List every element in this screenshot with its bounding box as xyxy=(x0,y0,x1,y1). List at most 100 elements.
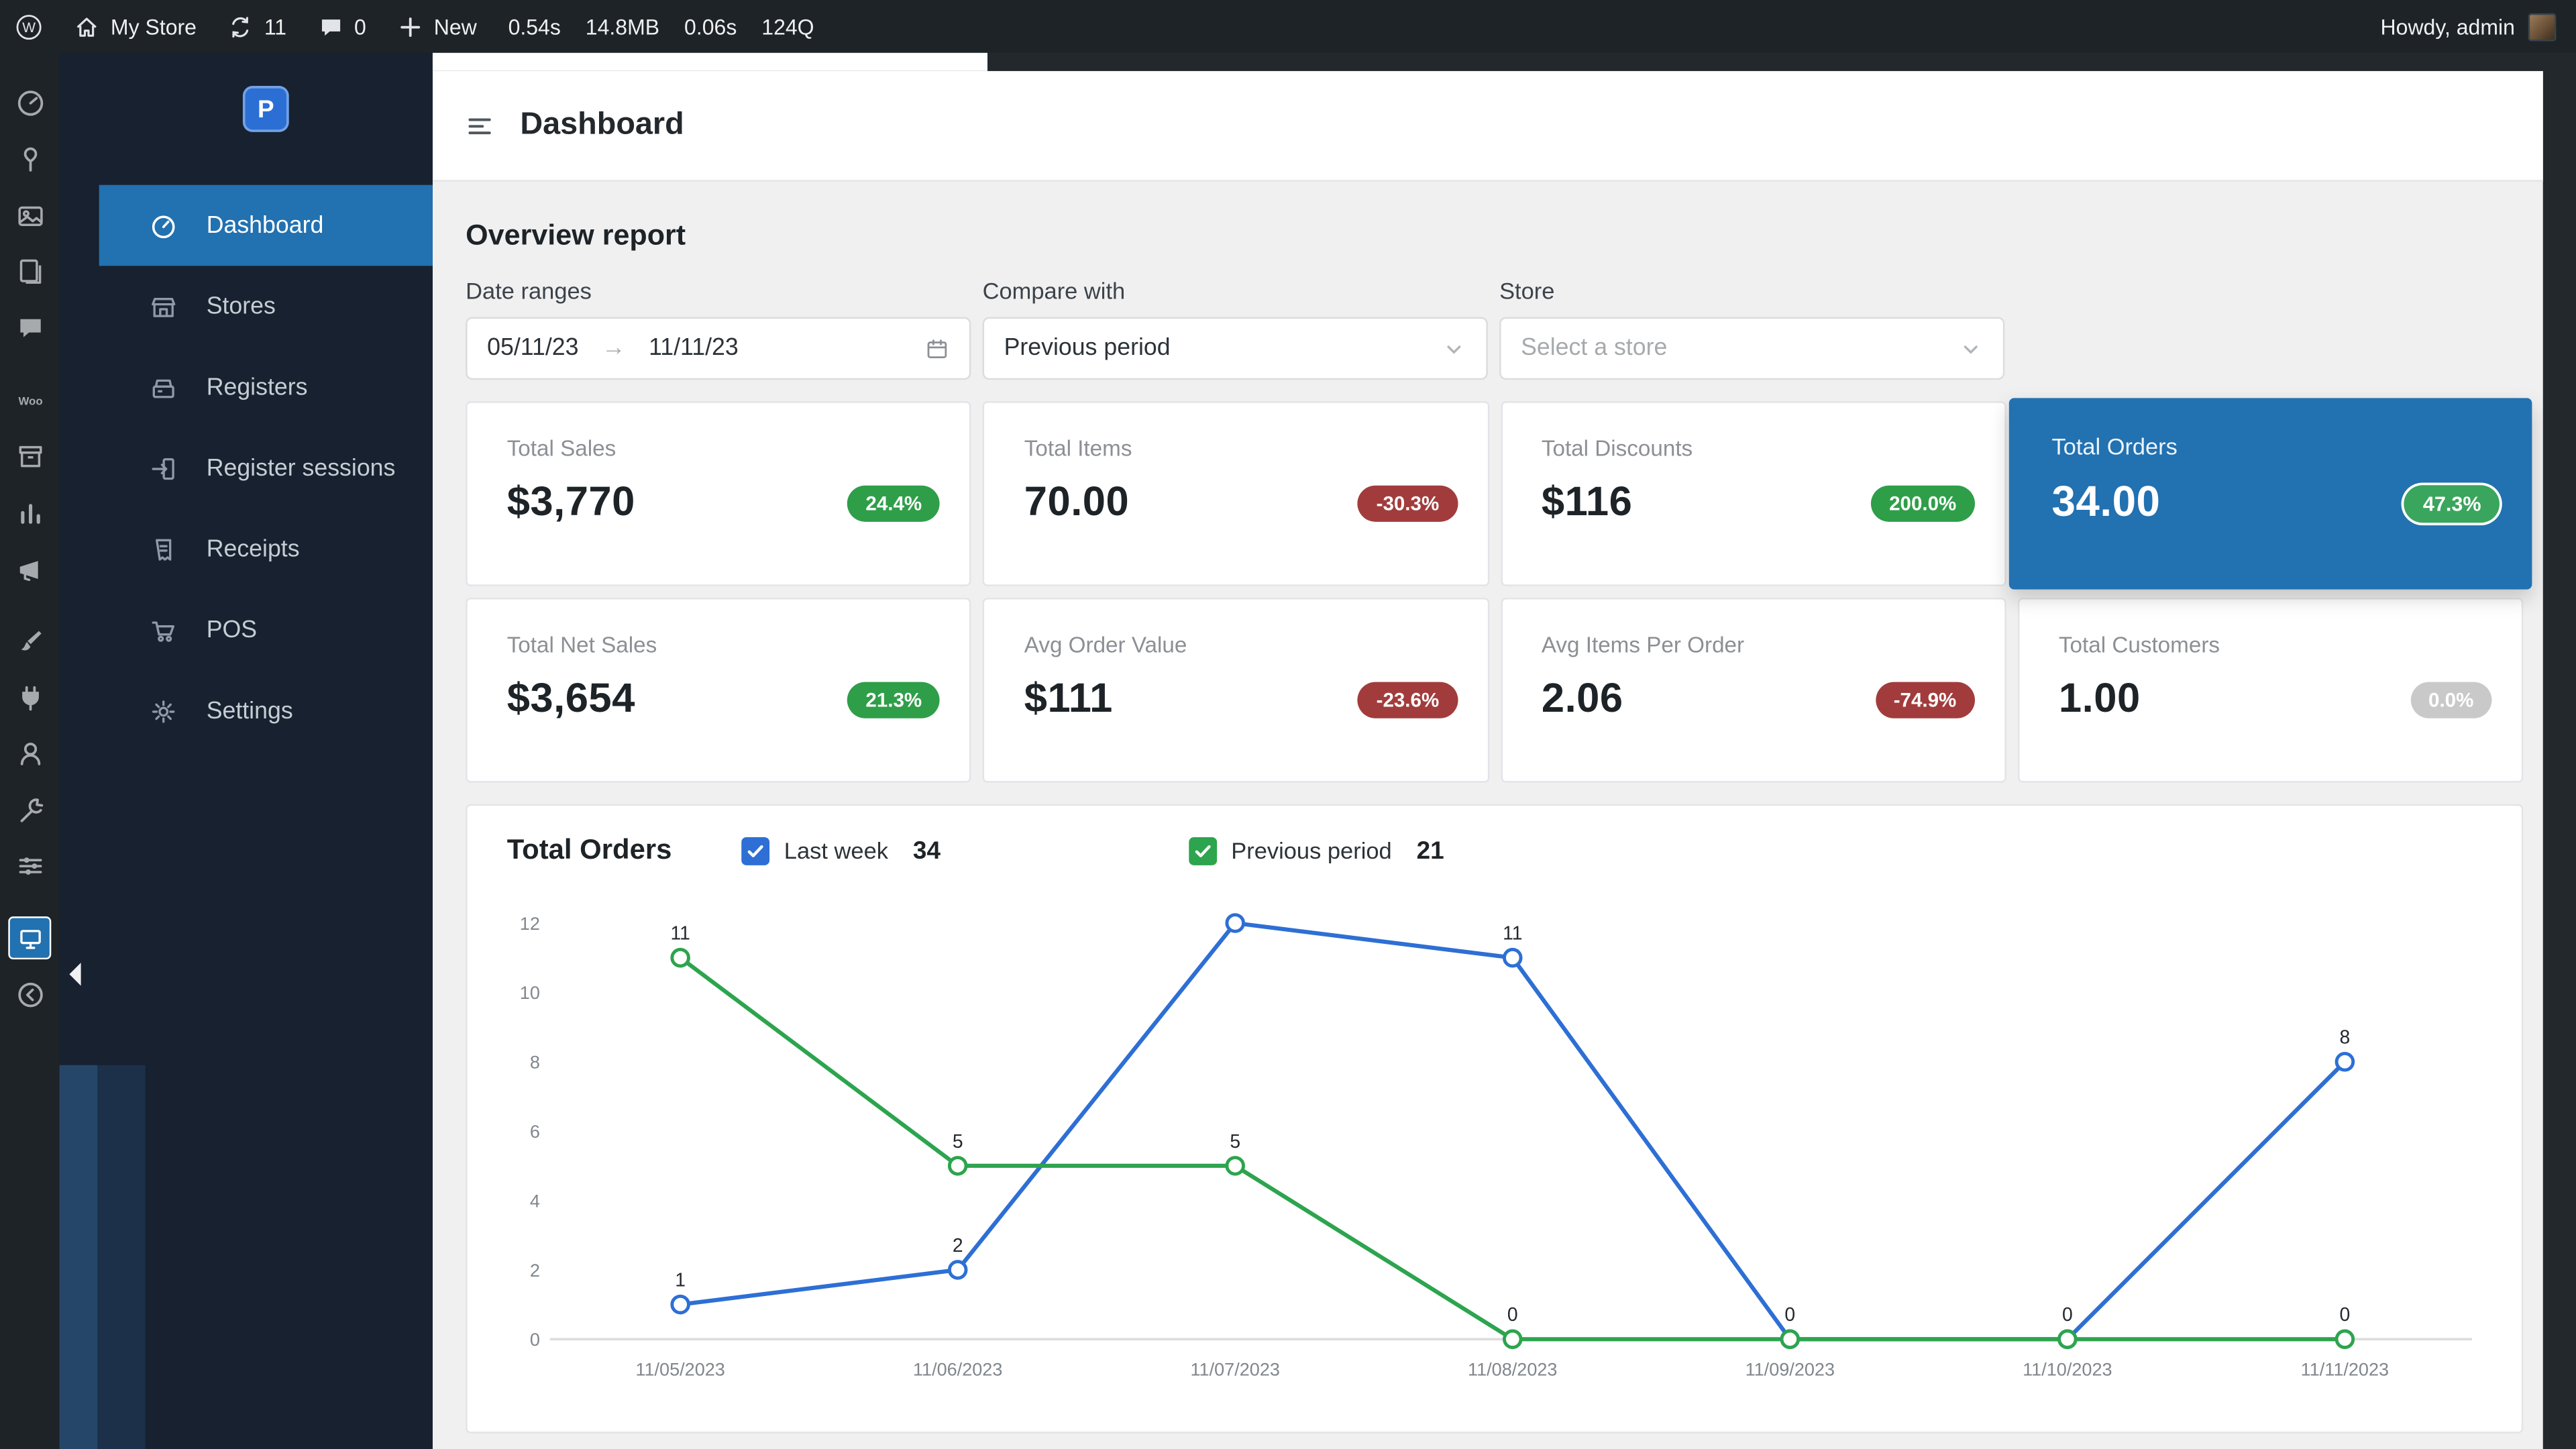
analytics-icon[interactable] xyxy=(0,484,60,540)
svg-text:11: 11 xyxy=(1503,922,1522,944)
users-icon[interactable] xyxy=(0,725,60,782)
sidebar-item-label: Register sessions xyxy=(207,455,396,481)
store-label: Store xyxy=(1499,278,2004,304)
svg-text:11/07/2023: 11/07/2023 xyxy=(1191,1358,1280,1379)
svg-text:0: 0 xyxy=(2062,1303,2073,1325)
receipt-icon xyxy=(149,534,178,564)
change-badge: 47.3% xyxy=(2404,484,2500,522)
change-badge: -74.9% xyxy=(1876,681,1975,717)
site-name-menu[interactable]: My Store xyxy=(58,0,211,53)
svg-text:4: 4 xyxy=(530,1190,540,1211)
sidebar-item-registers[interactable]: Registers xyxy=(99,347,433,428)
gauge-icon xyxy=(149,211,178,240)
pos-menu: Dashboard Stores Registers Register sess… xyxy=(99,185,433,751)
calendar-icon xyxy=(924,336,949,361)
sidebar-item-label: Dashboard xyxy=(207,212,324,238)
change-badge: -30.3% xyxy=(1358,484,1458,521)
sidebar-item-receipts[interactable]: Receipts xyxy=(99,508,433,590)
date-arrow-icon: → xyxy=(602,335,626,362)
svg-text:11/09/2023: 11/09/2023 xyxy=(1746,1358,1835,1379)
collapse-menu-icon[interactable] xyxy=(0,966,60,1022)
settings-sliders-icon[interactable] xyxy=(0,837,60,894)
svg-text:11/11/2023: 11/11/2023 xyxy=(2301,1358,2389,1379)
sidebar-item-register-sessions[interactable]: Register sessions xyxy=(99,428,433,509)
comments-icon[interactable] xyxy=(0,299,60,356)
metric-card-total-orders[interactable]: Total Orders 34.0047.3% xyxy=(2008,398,2532,589)
compare-with-select[interactable]: Previous period xyxy=(983,317,1488,380)
checkbox-checked-icon xyxy=(741,837,769,865)
svg-text:2: 2 xyxy=(953,1234,963,1256)
sidebar-item-label: Stores xyxy=(207,293,276,319)
query-monitor-stats[interactable]: 0.54s 14.8MB 0.06s 124Q xyxy=(492,14,830,39)
date-range-filter: Date ranges 05/11/23 → 11/11/23 xyxy=(466,278,971,380)
series-toggle-last-week[interactable]: Last week 34 xyxy=(741,837,941,865)
svg-text:0: 0 xyxy=(1507,1303,1518,1325)
sidebar-item-label: Registers xyxy=(207,374,308,400)
pos-plugin-icon[interactable] xyxy=(0,910,60,966)
posts-pin-icon[interactable] xyxy=(0,130,60,186)
qm-page-time: 0.54s xyxy=(508,14,561,39)
pos-logo[interactable]: P xyxy=(243,86,289,132)
site-name: My Store xyxy=(111,14,197,39)
store-select[interactable]: Select a store xyxy=(1499,317,2004,380)
series-toggle-previous-period[interactable]: Previous period 21 xyxy=(1188,837,1444,865)
date-range-input[interactable]: 05/11/23 → 11/11/23 xyxy=(466,317,971,380)
compare-with-filter: Compare with Previous period xyxy=(983,278,1488,380)
sidebar-item-pos[interactable]: POS xyxy=(99,590,433,671)
dashboard-icon[interactable] xyxy=(0,74,60,131)
store-filter: Store Select a store xyxy=(1499,278,2004,380)
new-label: New xyxy=(434,14,477,39)
svg-text:0: 0 xyxy=(530,1329,540,1350)
change-badge: 0.0% xyxy=(2410,681,2492,717)
pos-logo-row: P xyxy=(99,53,433,165)
metric-card-total-net-sales[interactable]: Total Net Sales $3,65421.3% xyxy=(466,598,971,783)
comments-bubble-icon xyxy=(316,12,344,40)
svg-text:10: 10 xyxy=(520,982,540,1003)
plugins-icon[interactable] xyxy=(0,669,60,725)
sidebar-item-dashboard[interactable]: Dashboard xyxy=(99,185,433,266)
svg-text:0: 0 xyxy=(2340,1303,2351,1325)
change-badge: 21.3% xyxy=(847,681,940,717)
screen: W My Store 11 0 New 0.54s 14.8MB 0.06s 1… xyxy=(0,0,2576,1449)
metric-card-avg-items-per-order[interactable]: Avg Items Per Order 2.06-74.9% xyxy=(1500,598,2006,783)
new-content-menu[interactable]: New xyxy=(381,0,492,53)
metric-card-total-discounts[interactable]: Total Discounts $116200.0% xyxy=(1500,401,2006,586)
howdy-text: Howdy, admin xyxy=(2381,14,2515,39)
wp-admin-sidebar: Woo xyxy=(0,53,60,1449)
sidebar-item-stores[interactable]: Stores xyxy=(99,266,433,347)
updates-icon xyxy=(226,12,254,40)
svg-text:1: 1 xyxy=(675,1269,686,1291)
woocommerce-icon[interactable]: Woo xyxy=(0,372,60,428)
media-icon[interactable] xyxy=(0,186,60,243)
sidebar-item-settings[interactable]: Settings xyxy=(99,670,433,751)
appearance-icon[interactable] xyxy=(0,612,60,669)
products-icon[interactable] xyxy=(0,428,60,484)
qm-query-count: 124Q xyxy=(761,14,814,39)
metric-card-avg-order-value[interactable]: Avg Order Value $111-23.6% xyxy=(983,598,1489,783)
menu-toggle-icon[interactable] xyxy=(466,111,494,140)
svg-text:5: 5 xyxy=(1230,1130,1240,1152)
svg-text:11: 11 xyxy=(670,922,690,944)
marketing-icon[interactable] xyxy=(0,540,60,596)
pages-icon[interactable] xyxy=(0,243,60,299)
wp-logo-menu[interactable]: W xyxy=(0,0,58,53)
page-title: Dashboard xyxy=(520,107,684,144)
tools-icon[interactable] xyxy=(0,781,60,837)
filters-row: Date ranges 05/11/23 → 11/11/23 xyxy=(466,278,2523,380)
metric-cards-grid: Total Sales $3,77024.4% Total Items 70.0… xyxy=(466,401,2523,783)
compare-with-value: Previous period xyxy=(1004,335,1171,362)
pos-app: Dashboard Overview report Date ranges 05… xyxy=(433,71,2543,1449)
comments-menu[interactable]: 0 xyxy=(301,0,381,53)
pos-plugin-active-tile xyxy=(8,916,51,959)
metric-card-total-items[interactable]: Total Items 70.00-30.3% xyxy=(983,401,1489,586)
metric-card-total-sales[interactable]: Total Sales $3,77024.4% xyxy=(466,401,971,586)
date-from: 05/11/23 xyxy=(487,335,578,362)
updates-menu[interactable]: 11 xyxy=(211,0,301,53)
orders-line-chart: 02468101211/05/202311/06/202311/07/20231… xyxy=(507,890,2485,1389)
metric-card-total-customers[interactable]: Total Customers 1.000.0% xyxy=(2017,598,2523,783)
date-range-label: Date ranges xyxy=(466,278,971,304)
svg-text:12: 12 xyxy=(520,913,540,934)
svg-text:11/10/2023: 11/10/2023 xyxy=(2023,1358,2112,1379)
sidebar-decoration xyxy=(60,1064,98,1449)
account-menu[interactable]: Howdy, admin xyxy=(2381,12,2576,40)
